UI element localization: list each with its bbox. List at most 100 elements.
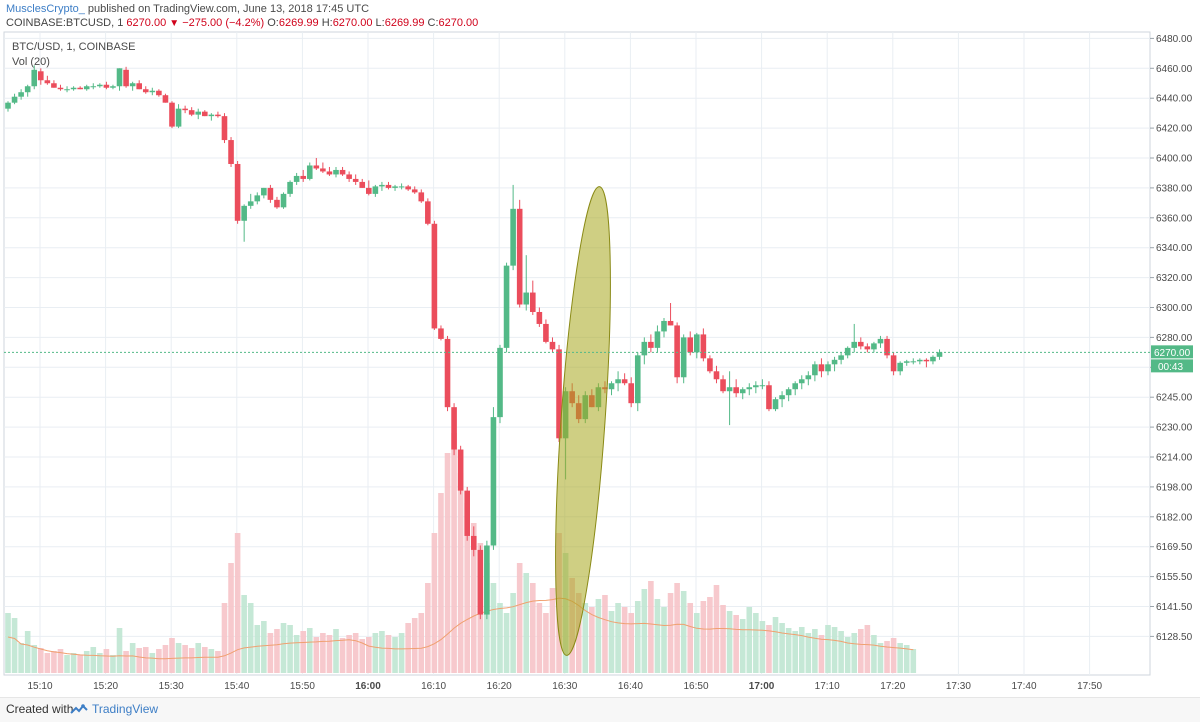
volume-bar (215, 651, 221, 673)
candle-body (267, 187, 274, 200)
volume-bar (326, 635, 333, 673)
candle-body (792, 383, 798, 390)
volume-bar (129, 643, 136, 673)
volume-bar (418, 613, 425, 673)
candle-body (142, 89, 149, 93)
volume-bar (116, 628, 123, 673)
volume-bar (300, 631, 306, 673)
volume-bar (366, 637, 372, 673)
candle-body (497, 347, 503, 418)
y-axis-label: 6230.00 (1156, 423, 1193, 434)
candle-body (733, 387, 739, 394)
volume-bar (64, 655, 70, 673)
candle-body (444, 338, 451, 408)
candle-body (785, 389, 792, 396)
candle-body (864, 346, 871, 350)
current-price-label: 6270.00 (1154, 348, 1191, 359)
y-axis-label: 6460.00 (1156, 64, 1193, 75)
volume-bar (103, 649, 110, 673)
candle-body (470, 535, 477, 550)
volume-bar (877, 643, 884, 673)
volume-bar (425, 583, 431, 673)
volume-bar (136, 648, 142, 673)
candle-body (11, 96, 18, 103)
volume-bar (838, 631, 844, 673)
volume-bar (44, 653, 51, 673)
x-axis-label: 16:20 (487, 681, 512, 692)
volume-bar (379, 631, 385, 673)
candlestick-chart[interactable]: 6480.00 6460.00 6440.00 6420.00 6400.00 6380.… (0, 30, 1200, 697)
candle-body (77, 87, 83, 90)
candle-body (300, 175, 306, 179)
candle-body (536, 311, 543, 324)
down-triangle-icon: ▼ (169, 18, 180, 29)
candle-body (484, 545, 490, 615)
x-axis-label: 15:40 (224, 681, 249, 692)
candle-body (720, 379, 726, 392)
volume-bar (5, 613, 11, 673)
volume-bar (195, 643, 202, 673)
y-axis-label: 6340.00 (1156, 243, 1193, 254)
y-axis-label: 6400.00 (1156, 154, 1193, 165)
y-axis-label: 6440.00 (1156, 94, 1193, 105)
volume-bar (654, 599, 661, 673)
x-axis-label: 17:20 (880, 681, 905, 692)
highlight-ellipse (555, 186, 611, 656)
volume-bar (431, 533, 438, 673)
candle-body (24, 86, 31, 93)
volume-bar (306, 628, 313, 673)
candle-body (333, 169, 339, 175)
candle-body (425, 201, 431, 224)
volume-bar (497, 603, 503, 673)
candle-body (694, 334, 700, 353)
x-axis-label: 15:20 (93, 681, 118, 692)
candle-body (5, 102, 11, 109)
candle-body (825, 364, 831, 372)
candle-body (18, 92, 24, 97)
candle-body (64, 89, 70, 91)
candle-body (293, 175, 300, 182)
volume-bar (628, 613, 634, 673)
y-axis-label: 6214.00 (1156, 453, 1193, 464)
volume-bar (844, 637, 851, 673)
volume-bar (700, 601, 707, 673)
candle-body (890, 355, 897, 372)
volume-bar (123, 651, 129, 673)
candle-body (97, 84, 103, 87)
candle-body (31, 69, 38, 87)
candle-body (110, 86, 116, 88)
volume-bar (70, 653, 77, 673)
volume-bar (57, 649, 64, 673)
volume-bar (438, 493, 444, 673)
candle-body (398, 186, 405, 188)
candle-body (116, 68, 123, 87)
volume-bar (726, 611, 733, 673)
volume-bar (582, 603, 589, 673)
candle-body (897, 362, 903, 372)
volume-bar (267, 633, 274, 673)
y-axis-label: 6198.00 (1156, 482, 1193, 493)
tradingview-brand[interactable]: TradingView (92, 702, 159, 716)
candle-body (149, 90, 156, 93)
author-link[interactable]: MusclesCrypto_ (6, 3, 85, 15)
volume-bar (707, 597, 713, 673)
volume-bar (31, 645, 38, 673)
candle-body (221, 116, 228, 141)
open-value: 6269.99 (278, 17, 319, 29)
volume-bar (864, 625, 871, 673)
symbol-line: COINBASE:BTCUSD, 1 6270.00 ▼ −275.00 (−4… (6, 17, 478, 29)
volume-bar (805, 633, 812, 673)
publish-line: MusclesCrypto_ published on TradingView.… (6, 3, 369, 15)
candle-body (261, 187, 267, 196)
volume-bar (667, 593, 674, 673)
open-label: O: (267, 17, 279, 29)
candle-body (858, 341, 864, 347)
high-value: 6270.00 (332, 17, 373, 29)
volume-bar (536, 603, 543, 673)
candle-body (543, 323, 549, 342)
candle-body (280, 193, 287, 208)
candle-body (457, 449, 464, 491)
volume-bar (156, 649, 162, 673)
volume-bar (792, 631, 798, 673)
candle-body (910, 361, 917, 363)
